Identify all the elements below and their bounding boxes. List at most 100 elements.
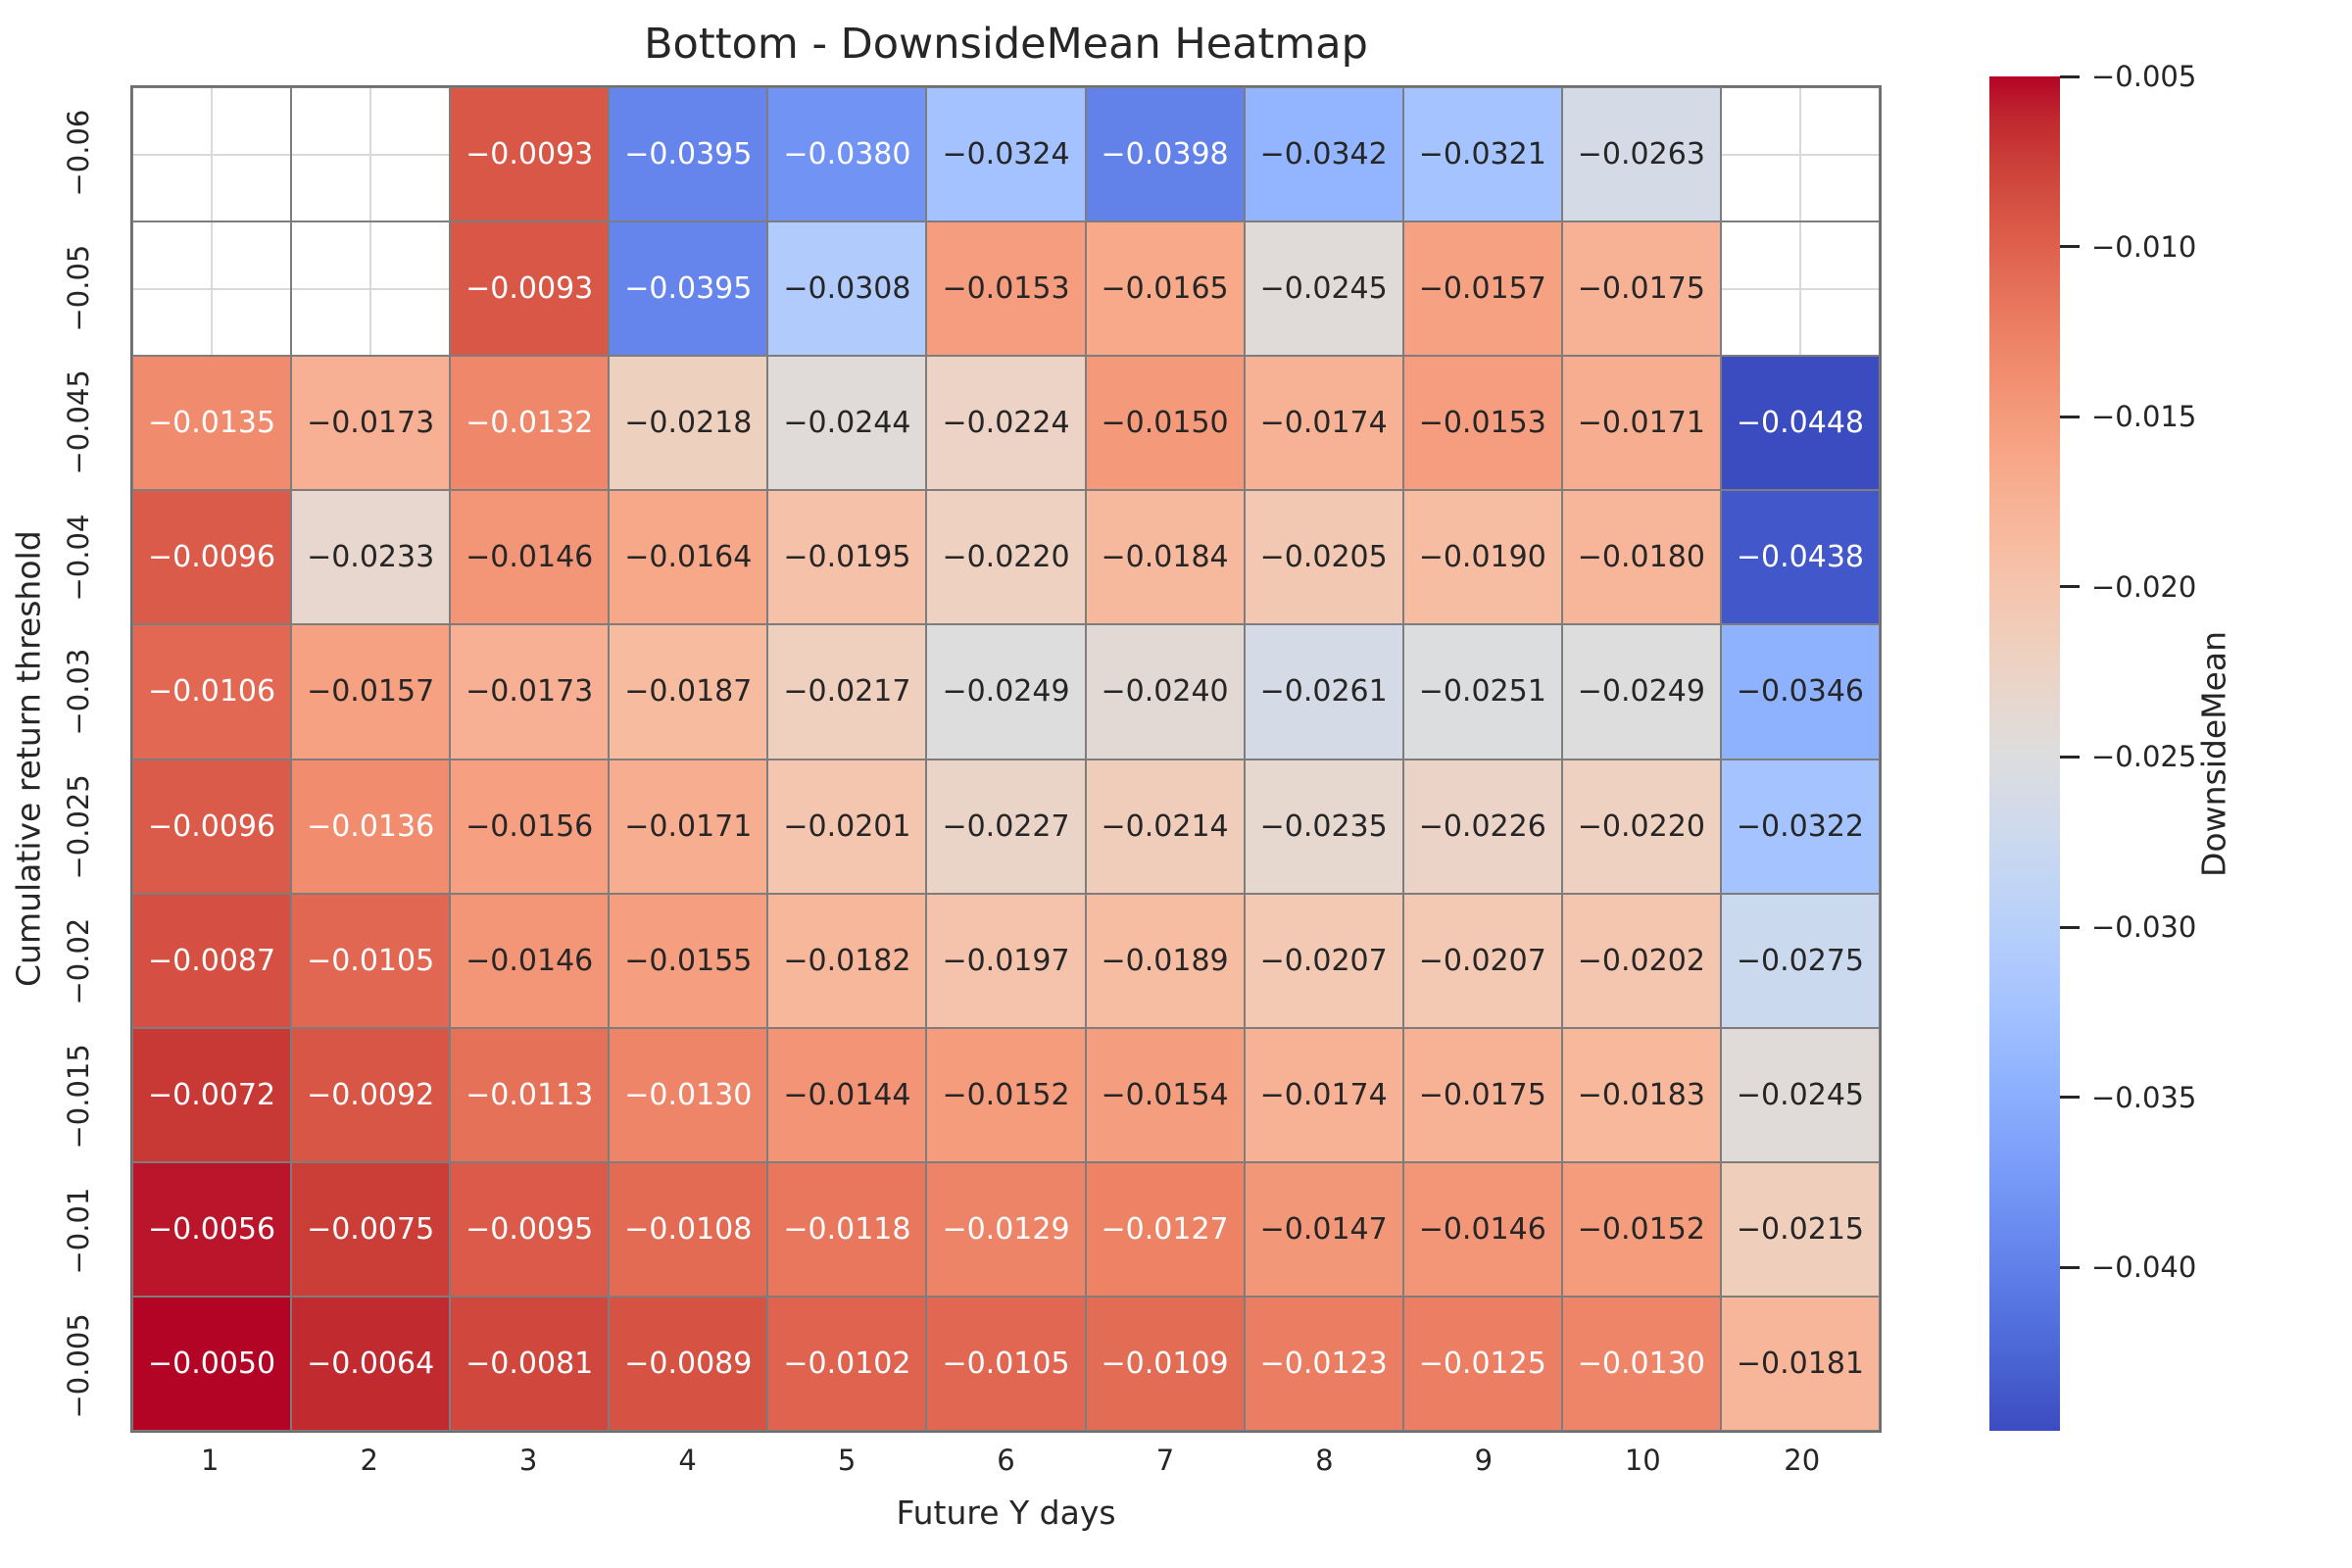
heatmap-cell: −0.0398	[1085, 87, 1245, 222]
heatmap-cell: −0.0146	[450, 490, 610, 625]
heatmap-cell: −0.0152	[926, 1027, 1086, 1162]
heatmap-cell-empty	[132, 221, 292, 357]
colorbar	[1989, 76, 2060, 1431]
heatmap-cell: −0.0195	[767, 490, 927, 625]
heatmap-cell: −0.0152	[1561, 1161, 1721, 1297]
heatmap-cell: −0.0181	[1720, 1296, 1880, 1431]
heatmap-cell: −0.0380	[767, 87, 927, 222]
colorbar-tick-label: −0.035	[2091, 1080, 2197, 1114]
x-tick-label: 9	[1474, 1444, 1494, 1477]
heatmap-cell: −0.0174	[1244, 356, 1403, 491]
heatmap-cell: −0.0448	[1720, 356, 1880, 491]
heatmap-cell: −0.0261	[1244, 624, 1403, 760]
y-tick-label: −0.045	[62, 369, 95, 475]
x-tick-label: 1	[201, 1444, 220, 1477]
heatmap-cell: −0.0174	[1244, 1027, 1403, 1162]
chart-title: Bottom - DownsideMean Heatmap	[644, 20, 1368, 69]
heatmap-cell: −0.0321	[1402, 87, 1562, 222]
heatmap-cell: −0.0173	[450, 624, 610, 760]
heatmap-cell: −0.0147	[1244, 1161, 1403, 1297]
heatmap-cell: −0.0182	[767, 893, 927, 1028]
y-axis-tick-labels: −0.06 −0.05 −0.045 −0.04 −0.03 −0.025 −0.02 −0.…	[49, 85, 108, 1433]
heatmap-cell: −0.0118	[767, 1161, 927, 1297]
heatmap-cell: −0.0155	[609, 893, 768, 1028]
heatmap-cell: −0.0153	[926, 221, 1086, 357]
heatmap-cell: −0.0153	[1402, 356, 1562, 491]
heatmap-cell: −0.0164	[609, 490, 768, 625]
colorbar-tick-mark	[2060, 755, 2080, 759]
heatmap-cell: −0.0130	[609, 1027, 768, 1162]
heatmap-cell: −0.0275	[1720, 893, 1880, 1028]
heatmap-cell: −0.0249	[1561, 624, 1721, 760]
x-tick-label: 20	[1784, 1444, 1821, 1477]
y-tick-label: −0.06	[62, 109, 95, 197]
heatmap-cell: −0.0217	[767, 624, 927, 760]
heatmap-cell: −0.0218	[609, 356, 768, 491]
heatmap-grid: −0.0093 −0.0395 −0.0380 −0.0324 −0.0398 −0.03…	[130, 85, 1882, 1433]
heatmap-cell: −0.0130	[1561, 1296, 1721, 1431]
heatmap-cell: −0.0064	[291, 1296, 451, 1431]
heatmap-cell: −0.0220	[1561, 759, 1721, 894]
heatmap-cell-empty	[1720, 87, 1880, 222]
heatmap-cell: −0.0215	[1720, 1161, 1880, 1297]
heatmap-cell: −0.0157	[291, 624, 451, 760]
heatmap-cell: −0.0144	[767, 1027, 927, 1162]
heatmap-cell: −0.0245	[1720, 1027, 1880, 1162]
heatmap-cell: −0.0093	[450, 87, 610, 222]
heatmap-cell: −0.0263	[1561, 87, 1721, 222]
heatmap-cell: −0.0214	[1085, 759, 1245, 894]
heatmap-cell: −0.0190	[1402, 490, 1562, 625]
x-tick-label: 7	[1155, 1444, 1175, 1477]
heatmap-cell: −0.0081	[450, 1296, 610, 1431]
heatmap-cell: −0.0109	[1085, 1296, 1245, 1431]
heatmap-cell: −0.0108	[609, 1161, 768, 1297]
colorbar-tick-mark	[2060, 1096, 2080, 1100]
x-axis-title: Future Y days	[896, 1494, 1116, 1532]
colorbar-tick-label: −0.005	[2091, 60, 2197, 93]
heatmap-cell-empty	[291, 221, 451, 357]
heatmap-cell: −0.0342	[1244, 87, 1403, 222]
heatmap-cell: −0.0202	[1561, 893, 1721, 1028]
colorbar-tick-label: −0.040	[2091, 1250, 2197, 1285]
y-tick-label: −0.025	[62, 773, 95, 879]
y-axis-title: Cumulative return threshold	[9, 530, 48, 988]
heatmap-cell: −0.0093	[450, 221, 610, 357]
y-tick-label: −0.01	[62, 1187, 95, 1275]
heatmap-cell: −0.0132	[450, 356, 610, 491]
heatmap-cell: −0.0173	[291, 356, 451, 491]
heatmap-cell: −0.0106	[132, 624, 292, 760]
colorbar-tick-mark	[2060, 585, 2080, 589]
heatmap-cell: −0.0346	[1720, 624, 1880, 760]
x-axis-tick-labels: 1 2 3 4 5 6 7 8 9 10 20	[130, 1444, 1882, 1477]
heatmap-cell: −0.0183	[1561, 1027, 1721, 1162]
heatmap-cell: −0.0207	[1244, 893, 1403, 1028]
heatmap-cell-empty	[291, 87, 451, 222]
heatmap-cell: −0.0171	[1561, 356, 1721, 491]
heatmap-cell: −0.0197	[926, 893, 1086, 1028]
heatmap-cell: −0.0187	[609, 624, 768, 760]
heatmap-cell: −0.0324	[926, 87, 1086, 222]
heatmap-cell: −0.0220	[926, 490, 1086, 625]
heatmap-cell: −0.0235	[1244, 759, 1403, 894]
colorbar-tick-mark	[2060, 415, 2080, 418]
heatmap-cell: −0.0227	[926, 759, 1086, 894]
heatmap-cell: −0.0135	[132, 356, 292, 491]
heatmap-cell: −0.0089	[609, 1296, 768, 1431]
heatmap-cell: −0.0224	[926, 356, 1086, 491]
x-tick-label: 6	[997, 1444, 1015, 1477]
colorbar-tick-mark	[2060, 74, 2080, 78]
heatmap-cell: −0.0240	[1085, 624, 1245, 760]
heatmap-cell: −0.0189	[1085, 893, 1245, 1028]
heatmap-cell: −0.0395	[609, 221, 768, 357]
colorbar-tick-mark	[2060, 245, 2080, 249]
heatmap-cell: −0.0322	[1720, 759, 1880, 894]
heatmap-cell: −0.0092	[291, 1027, 451, 1162]
heatmap-cell: −0.0150	[1085, 356, 1245, 491]
heatmap-cell: −0.0245	[1244, 221, 1403, 357]
heatmap-cell: −0.0125	[1402, 1296, 1562, 1431]
colorbar-tick-label: −0.030	[2091, 910, 2197, 945]
heatmap-cell: −0.0175	[1561, 221, 1721, 357]
heatmap-cell: −0.0244	[767, 356, 927, 491]
heatmap-cell: −0.0050	[132, 1296, 292, 1431]
